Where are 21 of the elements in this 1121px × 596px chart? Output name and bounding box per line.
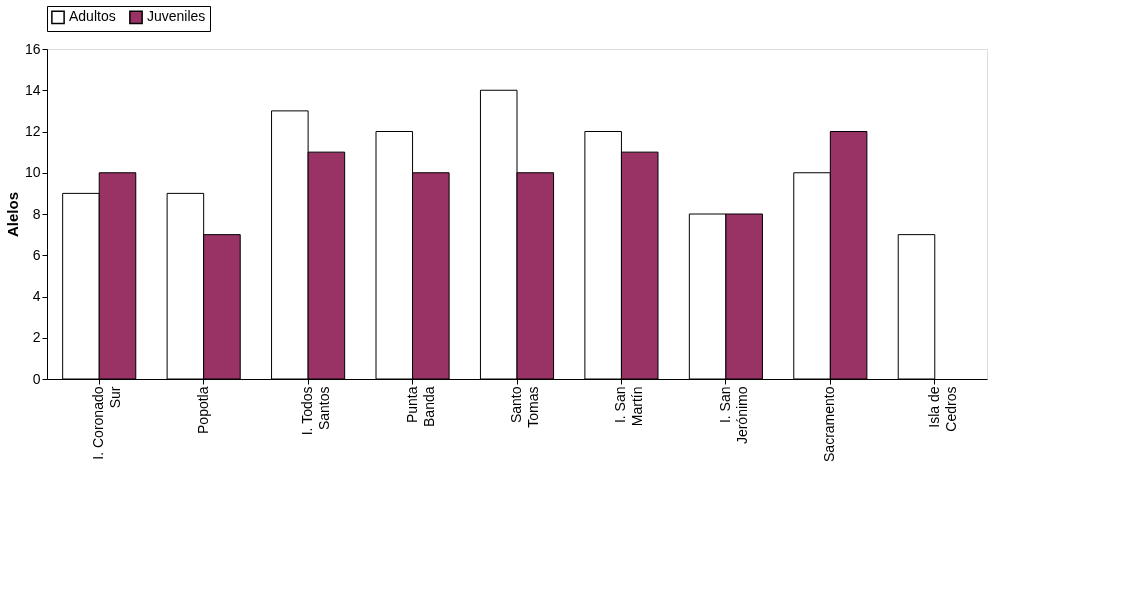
x-tick-label: I. Coronado Sur <box>90 386 124 460</box>
y-axis-title: Alelos <box>3 191 21 238</box>
y-tick-label: 6 <box>32 246 41 263</box>
x-tick-label: Punta Banda <box>403 386 437 427</box>
y-tick-label: 10 <box>24 164 41 181</box>
y-tick-label: 14 <box>24 81 41 98</box>
x-tick-label: I. Todos Santos <box>299 386 333 436</box>
y-tick-label: 4 <box>32 288 41 304</box>
y-tick-label: 12 <box>24 123 41 139</box>
x-tick-label: Popotla <box>194 386 211 434</box>
y-tick-label: 2 <box>32 329 41 346</box>
x-tick-label: Santo Tomas <box>508 386 541 428</box>
x-tick-label: Sacramento <box>821 386 838 462</box>
x-tick-label: I. San Jerónimo <box>716 386 750 445</box>
legend-label: Juveniles <box>147 8 206 25</box>
y-tick-label: 16 <box>24 40 41 57</box>
x-tick-label: I. San Martín <box>612 386 646 427</box>
legend-label: Adultos <box>69 8 116 25</box>
y-tick-label: 0 <box>32 370 41 387</box>
y-tick-label: 8 <box>32 205 41 222</box>
x-tick-label: Isla de Cedros <box>925 386 959 432</box>
